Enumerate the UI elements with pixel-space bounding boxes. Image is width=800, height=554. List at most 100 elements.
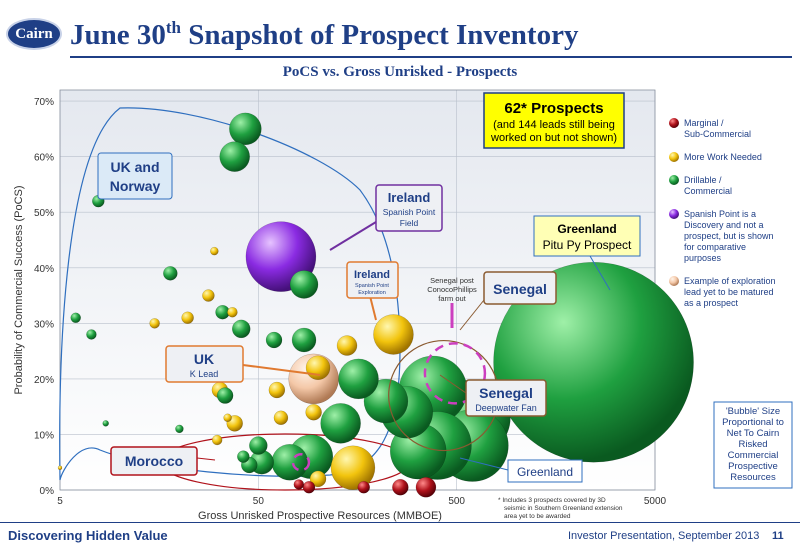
y-tick-label: 60%	[34, 153, 54, 164]
bubble-size-note: 'Bubble' Size Proportional to Net To Cai…	[713, 401, 793, 489]
title-rule	[70, 56, 792, 58]
drillable-bubble	[338, 358, 379, 400]
work-bubble	[223, 413, 232, 423]
dashed-outline-circle	[291, 452, 311, 472]
legend-marker-work	[669, 152, 679, 162]
drillable-bubble	[70, 312, 81, 324]
legend-label-drillable: Commercial	[684, 186, 732, 196]
legend-marker-example	[669, 276, 679, 286]
footer-tagline: Discovering Hidden Value	[8, 528, 168, 543]
y-tick-label: 0%	[40, 486, 55, 497]
marginal-bubble	[357, 480, 370, 494]
dashed-outline-circle	[423, 342, 487, 405]
uk-k-sub: K Lead	[190, 369, 219, 379]
x-tick-label: 5	[57, 496, 63, 507]
drillable-bubble	[289, 270, 319, 299]
pointer-greenland-pitu	[589, 255, 611, 291]
legend-label-example: lead yet to be matured	[684, 287, 774, 297]
overlays	[291, 339, 500, 472]
ireland-field-title: Ireland	[388, 190, 431, 205]
prospects-box: 62* Prospects (and 144 leads still being…	[483, 92, 625, 149]
pointer-senegal	[459, 299, 485, 331]
bubble-note-7: Resources	[730, 472, 776, 483]
drillable-bubble	[231, 319, 251, 339]
ireland-expl-sub-1: Spanish Point	[355, 283, 389, 289]
legend-label-example: Example of exploration	[684, 276, 776, 286]
pointer-uk-k	[242, 364, 321, 376]
work-bubble	[273, 410, 289, 426]
drillable-bubble	[237, 450, 250, 463]
pointer-ireland-field	[329, 221, 377, 251]
drillable-bubble	[86, 329, 97, 340]
page-title: June 30th Snapshot of Prospect Inventory	[70, 18, 579, 51]
work-bubble	[305, 403, 322, 421]
work-bubble	[181, 311, 194, 325]
footnote-line-2: seismic in Southern Greenland extension	[504, 505, 623, 512]
pointer-morocco	[196, 457, 216, 461]
senegal-box: Senegal	[483, 271, 557, 305]
uk-norway-line-2: Norway	[110, 178, 161, 194]
ireland-field-sub-2: Field	[400, 218, 419, 228]
drillable-bubble	[271, 443, 308, 481]
chart-subtitle: PoCS vs. Gross Unrisked - Prospects	[282, 64, 518, 80]
footnote: * Includes 3 prospects covered by 3D sei…	[498, 497, 623, 520]
senegal-deepwater-box: Senegal Deepwater Fan	[465, 379, 547, 417]
drillable-bubble	[265, 331, 283, 349]
work-bubble	[57, 465, 63, 471]
work-bubble	[202, 289, 215, 302]
drillable-bubble	[229, 112, 262, 146]
bubble-note-2: Proportional to	[722, 417, 784, 428]
drillable-bubble	[102, 420, 109, 427]
legend-marker-spanish	[669, 209, 679, 219]
footnote-line-3: area yet to be awarded	[504, 513, 571, 520]
uk-norway-line-1: UK and	[111, 159, 160, 175]
senegal-deep-title: Senegal	[479, 385, 533, 401]
y-tick-label: 30%	[34, 319, 54, 330]
cairn-logo: Cairn	[6, 18, 62, 50]
legend-label-spanish: purposes	[684, 253, 722, 263]
y-tick-label: 70%	[34, 97, 54, 108]
legend-label-work: More Work Needed	[684, 152, 762, 162]
work-bubble	[373, 314, 414, 355]
prospects-box-note-1: (and 144 leads still being	[493, 119, 615, 131]
legend-label-marginal: Sub-Commercial	[684, 129, 751, 139]
work-bubble	[305, 355, 331, 381]
marginal-bubble	[293, 479, 305, 490]
uk-k-title: UK	[194, 351, 214, 367]
drillable-bubble	[216, 387, 234, 404]
x-tick-label: 50	[253, 496, 265, 507]
y-tick-label: 50%	[34, 208, 54, 219]
legend-label-spanish: Discovery and not a	[684, 220, 764, 230]
ireland-expl-title: Ireland	[354, 269, 390, 281]
legend-label-spanish: prospect, but is shown	[684, 231, 774, 241]
legend-label-example: as a prospect	[684, 298, 739, 308]
drillable-bubble	[175, 424, 184, 434]
work-bubble	[336, 335, 358, 356]
drillable-bubble	[320, 403, 361, 444]
legend-marker-marginal	[669, 118, 679, 128]
legend: Marginal /Sub-Commercial More Work Needed…	[669, 118, 776, 308]
footer-presentation: Investor Presentation, September 2013	[568, 530, 760, 542]
bubble-note-4: Risked	[738, 439, 767, 450]
greenland-pitu-box: Greenland Pitu Py Prospect	[533, 215, 641, 257]
senegal-post-note: Senegal post ConocoPhillips farm out	[427, 276, 477, 303]
legend-label-marginal: Marginal /	[684, 118, 724, 128]
prospects-box-title: 62* Prospects	[504, 100, 603, 117]
bubble-note-5: Commercial	[728, 450, 779, 461]
page-number: 11	[772, 530, 784, 542]
work-bubble	[227, 306, 238, 318]
legend-label-drillable: Drillable /	[684, 175, 722, 185]
marginal-bubble	[415, 476, 437, 498]
legend-label-spanish: for comparative	[684, 242, 746, 252]
senegal-post-line-1: Senegal post	[430, 276, 475, 285]
ireland-field-box: Ireland Spanish Point Field	[375, 184, 443, 232]
bubble-note-1: 'Bubble' Size	[726, 406, 780, 417]
greenland-pitu-sub: Pitu Py Prospect	[543, 238, 632, 252]
ireland-expl-sub-2: Exploration	[358, 290, 386, 296]
x-tick-label: 500	[448, 496, 465, 507]
x-axis-label: Gross Unrisked Prospective Resources (MM…	[198, 510, 442, 522]
pointer-ireland-expl	[369, 295, 377, 321]
y-tick-label: 40%	[34, 264, 54, 275]
marginal-bubble	[392, 478, 409, 496]
